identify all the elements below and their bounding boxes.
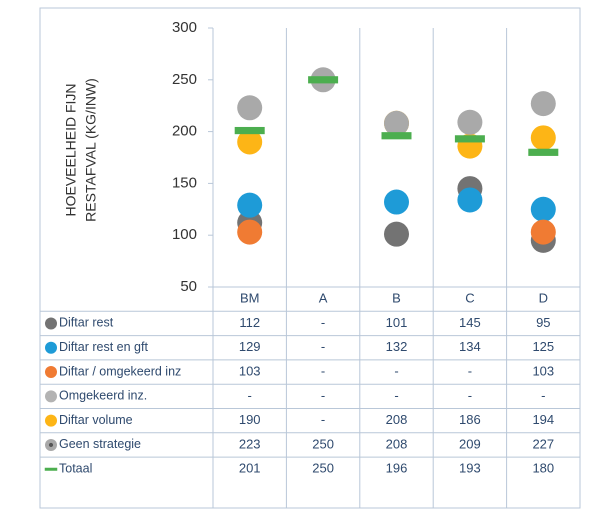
dot-mark [528, 148, 559, 156]
table-cell: 194 [532, 412, 554, 427]
dot-mark [237, 129, 263, 155]
table-cell: 250 [312, 436, 334, 451]
table-cell: 103 [532, 363, 554, 378]
table-cell: 250 [312, 461, 334, 476]
table-cell: 103 [239, 363, 261, 378]
dot-mark [234, 126, 265, 135]
table-cell: 196 [386, 461, 408, 476]
dot-mark [237, 219, 263, 245]
legend-label: Geen strategie [59, 437, 141, 451]
legend-marker [45, 366, 57, 379]
dot-mark [530, 91, 556, 117]
table-cell: - [468, 363, 472, 378]
legend-marker-dot [48, 442, 54, 448]
table-cell: - [394, 388, 398, 403]
table-cell: 193 [459, 461, 481, 476]
legend-label: Diftar / omgekeerd inz [59, 364, 181, 378]
x-tick-label: A [319, 290, 328, 305]
table-cell: - [321, 339, 325, 354]
legend-marker [44, 467, 58, 471]
frame [39, 7, 581, 509]
y-tick-label: 200 [172, 123, 197, 140]
table-cell: 129 [239, 339, 261, 354]
dot-mark [384, 110, 409, 136]
table-cell: 132 [386, 339, 408, 354]
table-cell: 190 [239, 412, 261, 427]
table-cell: 223 [239, 436, 261, 451]
dot-mark [237, 192, 263, 218]
table-cell: 180 [532, 461, 554, 476]
legend-marker [45, 317, 57, 330]
y-tick-label: 250 [172, 71, 197, 88]
dot-mark [454, 135, 485, 143]
dot-mark [457, 187, 483, 213]
table-cell: - [468, 388, 472, 403]
table-cell: - [394, 363, 398, 378]
legend-marker [45, 390, 57, 403]
table-cell: 145 [459, 315, 481, 330]
dot-mark [530, 196, 556, 222]
x-tick-label: B [392, 290, 401, 305]
y-axis-label: RESTAFVAL (KG/INW) [83, 78, 99, 222]
legend-label: Omgekeerd inz. [59, 389, 147, 403]
dot-mark [530, 125, 556, 151]
dot-mark [381, 132, 412, 140]
table-cell: - [248, 388, 252, 403]
y-tick-label: 300 [172, 19, 197, 36]
table-cell: - [321, 388, 325, 403]
x-tick-label: C [465, 290, 474, 305]
y-tick-label: 100 [172, 226, 197, 243]
table-cell: 227 [532, 436, 554, 451]
dot-mark [530, 219, 556, 245]
table-cell: 186 [459, 412, 481, 427]
y-axis-label: HOEVEELHEID FIJN [63, 83, 79, 216]
table-cell: 208 [386, 412, 408, 427]
table-cell: 125 [532, 339, 554, 354]
legend-marker [45, 341, 57, 354]
y-tick-label: 50 [180, 278, 197, 295]
legend-label: Diftar volume [59, 413, 133, 427]
table-cell: - [321, 363, 325, 378]
table-cell: 95 [536, 315, 550, 330]
table-cell: 134 [459, 339, 481, 354]
y-tick-label: 150 [172, 174, 197, 191]
dot-mark [384, 189, 409, 215]
dot-mark [457, 109, 483, 135]
dot-mark [308, 76, 339, 84]
dot-mark [384, 221, 409, 247]
x-tick-label: BM [240, 290, 260, 305]
table-cell: 209 [459, 436, 481, 451]
table-cell: - [321, 412, 325, 427]
dot-mark [237, 95, 263, 121]
legend-label: Diftar rest en gft [59, 340, 148, 354]
legend-label: Totaal [59, 462, 92, 476]
table-cell: 201 [239, 461, 261, 476]
table-cell: - [541, 388, 545, 403]
table-cell: 101 [386, 315, 408, 330]
legend-label: Diftar rest [59, 316, 114, 330]
table-cell: 112 [239, 315, 260, 330]
table-cell: - [321, 315, 325, 330]
legend-marker [45, 414, 57, 427]
x-tick-label: D [539, 290, 548, 305]
table-cell: 208 [386, 436, 408, 451]
